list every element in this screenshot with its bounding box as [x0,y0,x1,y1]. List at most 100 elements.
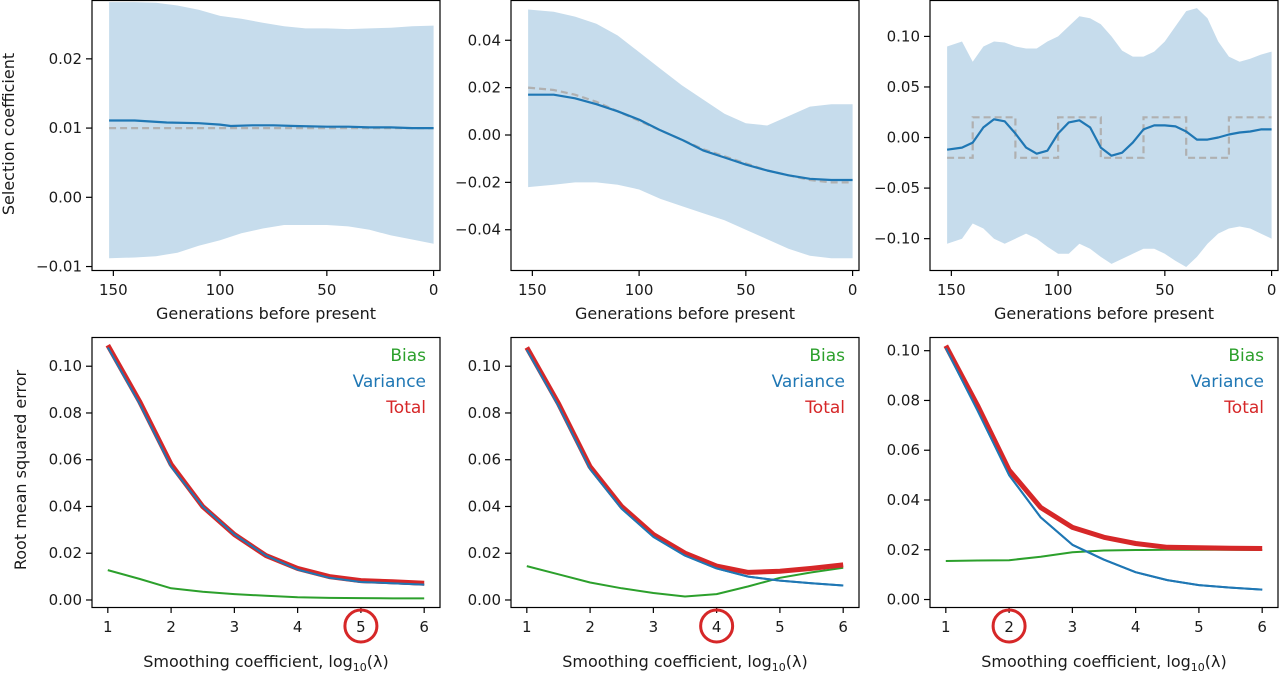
y-tick-label: 0.10 [468,357,501,375]
x-tick-label: 2 [166,618,176,636]
xlabel-main: Smoothing coefficient, log [981,652,1191,671]
y-tick-label: 0.06 [468,451,501,469]
series-total [943,344,1263,551]
optimal-lambda-marker [991,608,1027,644]
y-tick-label: 0.05 [887,78,920,96]
x-tick-label: 50 [736,281,755,299]
x-tick-label: 5 [775,618,785,636]
x-tick-label: 3 [649,618,659,636]
plot-area [524,346,844,598]
y-tick-label: 0.00 [887,129,920,147]
y-tick-label: 0.01 [49,119,82,137]
bottom-xlabel-d: Smoothing coefficient, log10(λ) [143,652,388,674]
xlabel-subscript: 10 [353,661,367,674]
x-tick-label: 0 [1267,281,1277,299]
confidence-band [947,8,1272,267]
x-tick-label: 1 [522,618,532,636]
top-xlabel-b: Generations before present [575,304,795,323]
estimate-line [109,119,434,130]
legend-bias: Bias [1228,346,1264,366]
estimate-line [528,93,853,182]
x-tick-label: 100 [625,281,654,299]
series-variance-overlay [525,349,844,587]
bottom-xlabel-e: Smoothing coefficient, log10(λ) [562,652,807,674]
series-variance-overlay [944,347,1263,591]
panel-d: Bias Variance Total 1 2 3 4 5 6 0.00 0.02 0.04 0.06 0… [49,336,441,644]
y-tick-label: 0.08 [887,391,920,409]
plot-area [946,8,1272,267]
panel-a: 150 100 50 0 −0.01 0.00 0.01 0.02 [36,0,441,299]
y-tick-label: 0.06 [887,441,920,459]
legend-bias: Bias [390,346,426,366]
xlabel-end: (λ) [1205,652,1227,671]
y-tick-label: −0.05 [874,179,920,197]
estimate-line [946,118,1272,157]
x-tick-label: 6 [838,618,848,636]
x-tick-label: 5 [1194,618,1204,636]
legend-variance: Variance [1191,372,1264,392]
axes-frame [91,0,441,272]
panel-f: Bias Variance Total 1 2 3 4 5 6 0.00 0.02 0.04 0.06 0… [887,336,1279,644]
optimal-lambda-marker [343,608,379,644]
panel-e: Bias Variance Total 1 2 3 4 5 6 0.00 0.02 0.04 0.06 0… [468,336,860,644]
panel-b: 150 100 50 0 −0.04 −0.02 0.00 0.02 0.04 [455,0,860,299]
x-tick-label: 0 [848,281,858,299]
bottom-ylabel: Root mean squared error [11,369,30,570]
y-tick-label: 0.04 [468,497,501,515]
top-xlabel-a: Generations before present [156,304,376,323]
y-tick-label: 0.04 [468,31,501,49]
x-tick-label: 1 [103,618,113,636]
axes-frame [91,336,441,609]
series-variance-overlay [106,347,425,586]
x-tick-label: 4 [1131,618,1141,636]
confidence-band [528,9,853,259]
top-ylabel: Selection coefficient [0,53,18,215]
legend-variance: Variance [772,372,845,392]
plot-area [943,344,1263,591]
x-tick-label: 2 [1004,618,1014,636]
y-tick-label: 0.02 [468,544,501,562]
axes-frame [929,0,1279,272]
y-tick-label: 0.10 [887,27,920,45]
top-xlabel-c: Generations before present [994,304,1214,323]
x-tick-label: 4 [293,618,303,636]
y-tick-label: 0.02 [49,50,82,68]
y-tick-label: 0.08 [468,404,501,422]
y-tick-label: 0.06 [49,451,82,469]
y-tick-label: 0.04 [887,491,920,509]
x-tick-label: 4 [712,618,722,636]
y-tick-label: −0.02 [455,173,501,191]
y-tick-label: 0.00 [468,126,501,144]
plot-area [109,2,434,259]
axes-frame [929,336,1279,609]
xlabel-end: (λ) [367,652,389,671]
y-tick-label: 0.08 [49,404,82,422]
y-tick-label: −0.04 [455,221,501,239]
legend-bias: Bias [809,346,845,366]
xlabel-subscript: 10 [1191,661,1205,674]
y-tick-label: 0.00 [468,591,501,609]
x-tick-label: 0 [429,281,439,299]
xlabel-main: Smoothing coefficient, log [143,652,353,671]
y-tick-label: 0.00 [49,591,82,609]
x-tick-label: 150 [518,281,547,299]
legend-total: Total [1223,398,1264,418]
series-bias [107,569,425,600]
x-tick-label: 6 [419,618,429,636]
y-tick-label: 0.10 [887,342,920,360]
x-tick-label: 3 [1068,618,1078,636]
x-tick-label: 1 [941,618,951,636]
y-tick-label: 0.00 [49,188,82,206]
series-total [524,346,844,575]
x-tick-label: 2 [585,618,595,636]
x-tick-label: 3 [230,618,240,636]
y-tick-label: 0.00 [887,591,920,609]
x-tick-label: 100 [1044,281,1073,299]
series-bias [526,565,844,598]
plot-area [105,343,425,600]
x-tick-label: 100 [206,281,235,299]
y-tick-label: 0.10 [49,357,82,375]
y-tick-label: 0.02 [468,79,501,97]
x-tick-label: 150 [99,281,128,299]
